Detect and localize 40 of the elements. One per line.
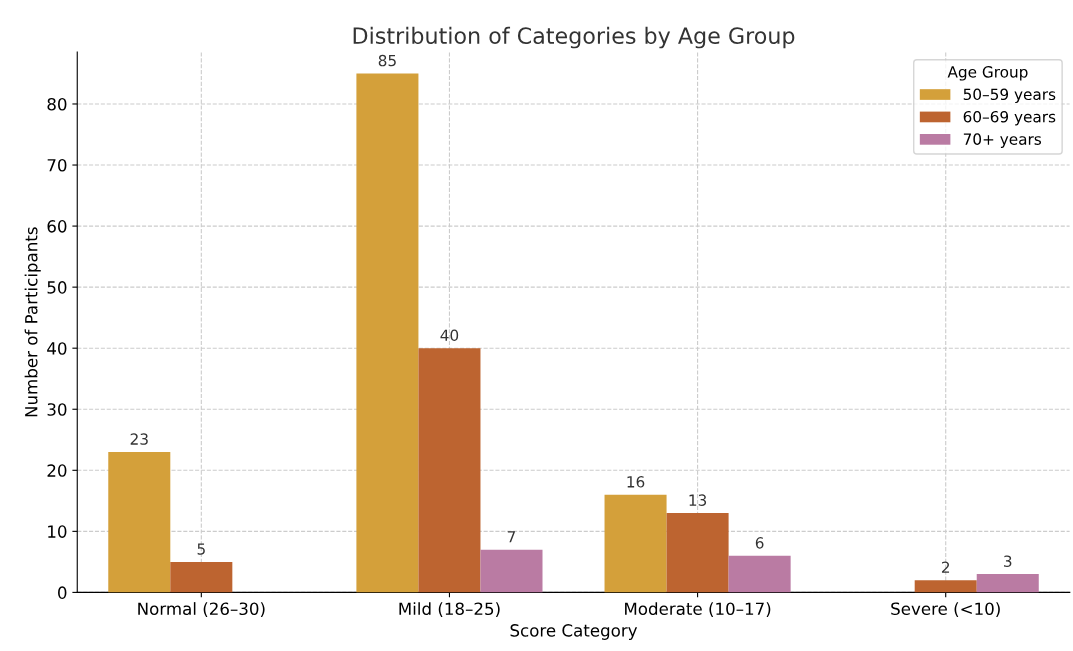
bar	[480, 549, 543, 593]
y-tick-label: 60	[47, 220, 67, 233]
y-axis-title: Number of Participants	[24, 227, 41, 417]
data-label: 5	[197, 543, 205, 555]
bar	[914, 580, 977, 593]
data-label: 6	[755, 537, 764, 549]
x-tick-label: Normal (26–30)	[138, 602, 265, 617]
legend-label: 50–59 years	[963, 88, 1056, 104]
data-label: 40	[440, 329, 459, 342]
legend-title: Age Group	[947, 66, 1028, 81]
bar	[108, 451, 171, 593]
bar	[728, 555, 791, 593]
data-label: 16	[627, 476, 645, 488]
legend-label: 60–69 years	[963, 110, 1056, 126]
y-tick-label: 70	[47, 158, 67, 172]
bar	[976, 574, 1039, 593]
y-tick-label: 40	[47, 342, 67, 355]
x-tick-label: Moderate (10–17)	[625, 602, 771, 617]
x-axis-title: Score Category	[510, 624, 638, 640]
chart-title: Distribution of Categories by Age Group	[353, 26, 795, 49]
bar	[356, 73, 419, 593]
y-tick-label: 0	[58, 586, 67, 599]
bar	[666, 513, 729, 593]
data-label: 13	[689, 494, 707, 506]
y-tick-label: 50	[47, 281, 67, 294]
data-label: 2	[941, 561, 950, 573]
y-tick-label: 80	[47, 97, 67, 111]
x-tick-label: Mild (18–25)	[399, 602, 500, 617]
data-label: 23	[130, 433, 148, 445]
data-label: 7	[507, 531, 516, 543]
data-label: 85	[378, 54, 396, 67]
data-label: 3	[1004, 555, 1012, 567]
legend-label: 70+ years	[963, 133, 1042, 148]
y-tick-label: 10	[48, 525, 67, 538]
y-tick-label: 30	[47, 403, 67, 416]
bar	[604, 494, 667, 593]
y-tick-label: 20	[47, 464, 67, 477]
x-tick-label: Severe (<10)	[891, 602, 1000, 617]
bar	[418, 348, 481, 593]
bar	[170, 561, 233, 593]
